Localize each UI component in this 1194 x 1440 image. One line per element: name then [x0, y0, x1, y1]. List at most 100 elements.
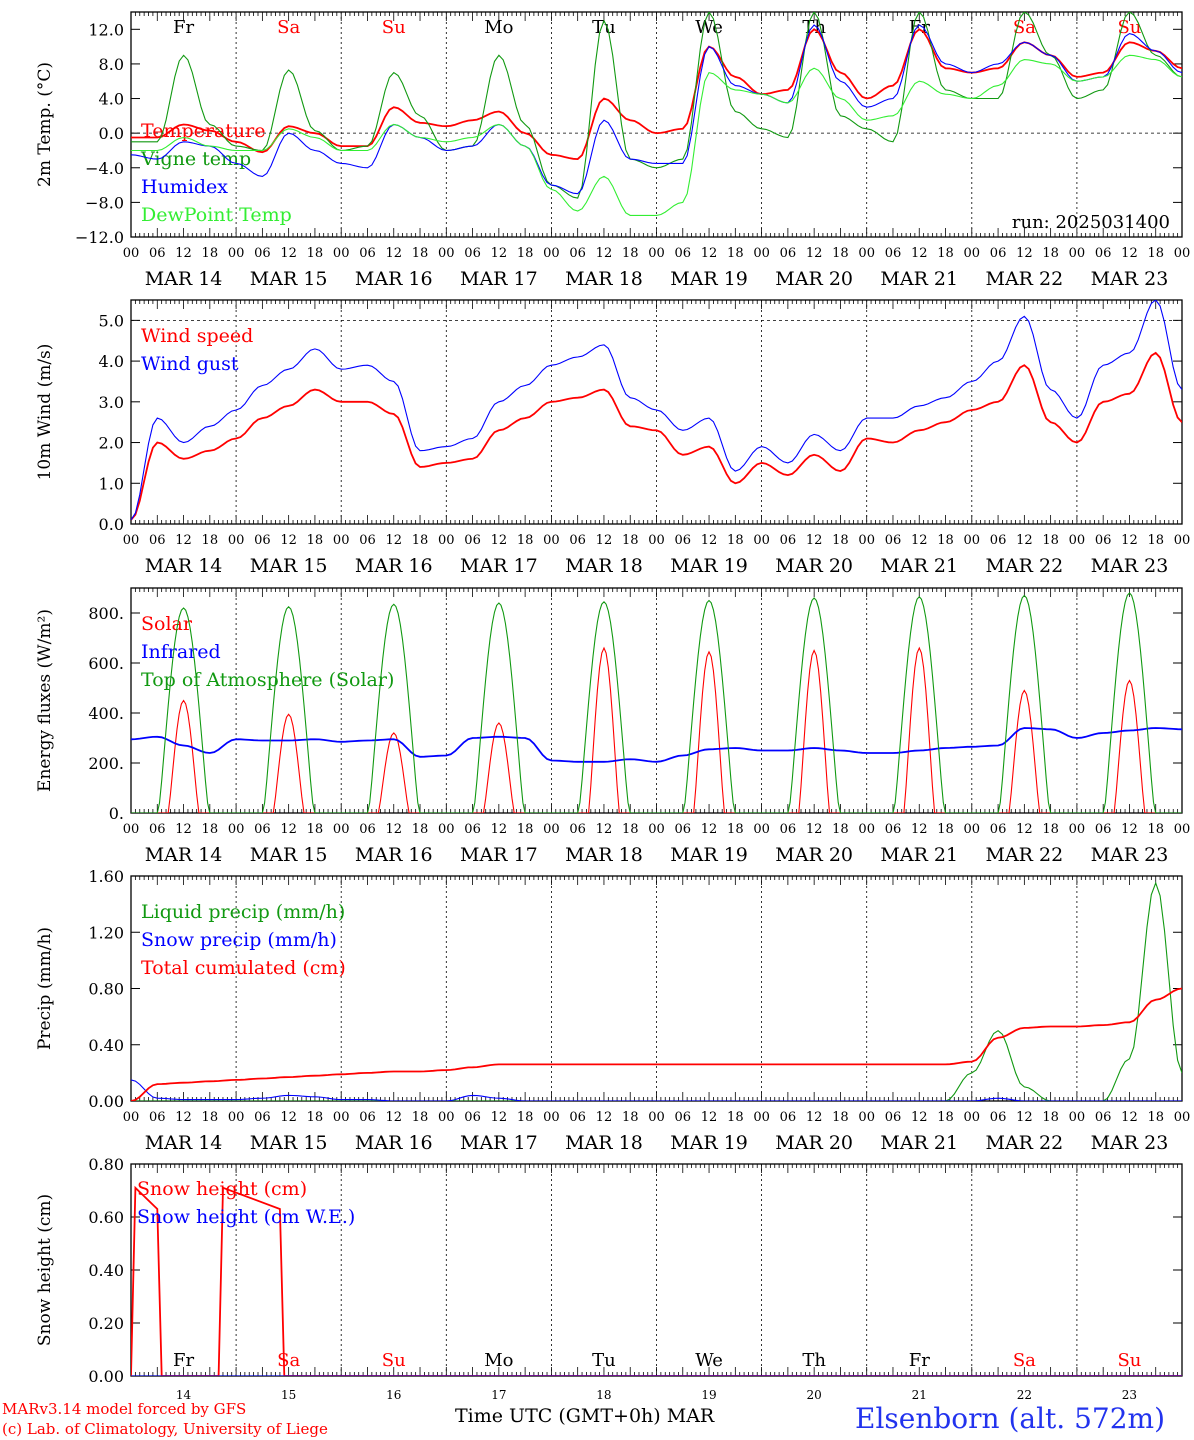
date-label: MAR 14 — [145, 1132, 223, 1154]
hour-tick-label: 06 — [675, 246, 692, 261]
date-label: MAR 18 — [565, 268, 643, 290]
hour-tick-label: 18 — [517, 533, 534, 548]
date-label: MAR 19 — [670, 268, 748, 290]
date-label: MAR 14 — [145, 268, 223, 290]
hour-tick-label: 06 — [149, 822, 166, 837]
day-name-label: Sa — [277, 1350, 300, 1371]
hour-tick-label: 00 — [648, 533, 665, 548]
hour-tick-label: 00 — [1174, 822, 1191, 837]
legend-entry: DewPoint Temp — [141, 204, 292, 226]
hour-tick-label: 18 — [1147, 533, 1164, 548]
hour-tick-label: 00 — [333, 246, 350, 261]
series-line-humidex — [131, 24, 1182, 195]
hour-tick-label: 00 — [123, 1110, 140, 1125]
hour-tick-label: 06 — [990, 533, 1007, 548]
hour-tick-label: 18 — [832, 1110, 849, 1125]
hour-tick-label: 00 — [123, 533, 140, 548]
hour-tick-label: 18 — [202, 533, 219, 548]
hour-tick-label: 18 — [307, 533, 324, 548]
y-tick-label: 3.0 — [99, 393, 124, 412]
hour-tick-label: 06 — [675, 533, 692, 548]
date-label: MAR 18 — [565, 844, 643, 866]
series-line-snow-precip-mm-h — [131, 1079, 1182, 1101]
legend-entry: Snow height (cm) — [137, 1178, 307, 1200]
date-label: MAR 15 — [250, 844, 328, 866]
hour-tick-label: 12 — [911, 822, 928, 837]
date-label: MAR 14 — [145, 844, 223, 866]
hour-tick-label: 12 — [1016, 533, 1033, 548]
hour-tick-label: 12 — [385, 1110, 402, 1125]
legend-entry: Temperature — [141, 120, 265, 142]
hour-tick-label: 00 — [333, 533, 350, 548]
hour-tick-label: 06 — [1095, 246, 1112, 261]
hour-tick-label: 00 — [964, 246, 981, 261]
hour-tick-label: 00 — [333, 1110, 350, 1125]
hour-tick-label: 00 — [228, 822, 245, 837]
hour-tick-label: 06 — [254, 822, 271, 837]
hour-tick-label: 06 — [780, 1110, 797, 1125]
y-tick-label: 0.40 — [88, 1261, 124, 1280]
hour-tick-label: 12 — [385, 822, 402, 837]
date-label: MAR 15 — [250, 555, 328, 577]
hour-tick-label: 12 — [596, 822, 613, 837]
hour-tick-label: 00 — [333, 822, 350, 837]
date-label: MAR 18 — [565, 1132, 643, 1154]
hour-tick-label: 06 — [569, 246, 586, 261]
day-number-label: 20 — [807, 1388, 822, 1402]
date-label: MAR 23 — [1091, 555, 1169, 577]
y-tick-label: 600. — [88, 654, 124, 673]
day-number-label: 15 — [281, 1388, 296, 1402]
y-tick-label: 5.0 — [99, 311, 124, 330]
date-label: MAR 22 — [985, 555, 1063, 577]
y-tick-label: 800. — [88, 604, 124, 623]
hour-tick-label: 18 — [832, 533, 849, 548]
hour-tick-label: 18 — [1042, 246, 1059, 261]
date-label: MAR 19 — [670, 1132, 748, 1154]
hour-tick-label: 12 — [1121, 246, 1138, 261]
hour-tick-label: 00 — [228, 246, 245, 261]
day-name-label: Su — [1117, 1350, 1141, 1371]
hour-tick-label: 00 — [858, 533, 875, 548]
hour-tick-label: 12 — [491, 822, 508, 837]
hour-tick-label: 06 — [359, 1110, 376, 1125]
hour-tick-label: 18 — [622, 533, 639, 548]
series-line-total-cumulated-cm — [131, 987, 1182, 1101]
hour-tick-label: 00 — [123, 822, 140, 837]
hour-tick-label: 12 — [701, 533, 718, 548]
date-label: MAR 21 — [880, 1132, 958, 1154]
y-tick-label: 1.20 — [88, 923, 124, 942]
hour-tick-label: 18 — [202, 822, 219, 837]
time-utc-label: Time UTC (GMT+0h) — [455, 1405, 661, 1427]
hour-tick-label: 12 — [491, 533, 508, 548]
hour-tick-label: 00 — [858, 1110, 875, 1125]
date-label: MAR 21 — [880, 555, 958, 577]
legend-entry: Total cumulated (cm) — [141, 957, 346, 979]
y-tick-label: 400. — [88, 704, 124, 723]
hour-tick-label: 18 — [937, 533, 954, 548]
date-label: MAR 15 — [250, 1132, 328, 1154]
hour-tick-label: 06 — [359, 533, 376, 548]
hour-tick-label: 00 — [543, 246, 560, 261]
hour-tick-label: 06 — [885, 822, 902, 837]
station-title: Elsenborn (alt. 572m) — [855, 1402, 1166, 1435]
hour-tick-label: 00 — [648, 822, 665, 837]
y-tick-label: 1.0 — [99, 474, 124, 493]
hour-tick-label: 18 — [1042, 1110, 1059, 1125]
hour-tick-label: 06 — [990, 1110, 1007, 1125]
hour-tick-label: 06 — [254, 1110, 271, 1125]
hour-tick-label: 12 — [280, 822, 297, 837]
date-label: MAR 23 — [1091, 268, 1169, 290]
hour-tick-label: 00 — [648, 1110, 665, 1125]
hour-tick-label: 18 — [517, 246, 534, 261]
hour-tick-label: 18 — [727, 1110, 744, 1125]
date-label: MAR 20 — [775, 844, 853, 866]
series-line-wind-speed — [131, 351, 1182, 521]
hour-tick-label: 18 — [1147, 1110, 1164, 1125]
hour-tick-label: 18 — [307, 246, 324, 261]
date-label: MAR 14 — [145, 555, 223, 577]
hour-tick-label: 06 — [359, 246, 376, 261]
day-name-label: We — [695, 1350, 723, 1371]
hour-tick-label: 18 — [937, 822, 954, 837]
y-tick-label: −8.0 — [85, 193, 124, 212]
y-tick-label: 8.0 — [99, 55, 124, 74]
